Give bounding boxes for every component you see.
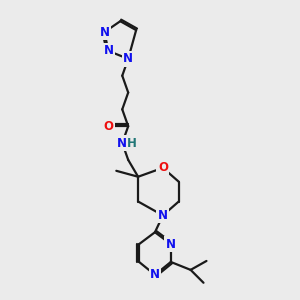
Text: N: N	[166, 238, 176, 250]
Text: N: N	[150, 268, 160, 281]
Text: N: N	[117, 136, 127, 150]
Text: O: O	[103, 120, 113, 133]
Text: N: N	[123, 52, 133, 65]
Text: H: H	[127, 136, 137, 150]
Text: N: N	[158, 209, 168, 222]
Text: N: N	[103, 44, 113, 57]
Text: N: N	[99, 26, 110, 39]
Text: O: O	[158, 161, 168, 174]
